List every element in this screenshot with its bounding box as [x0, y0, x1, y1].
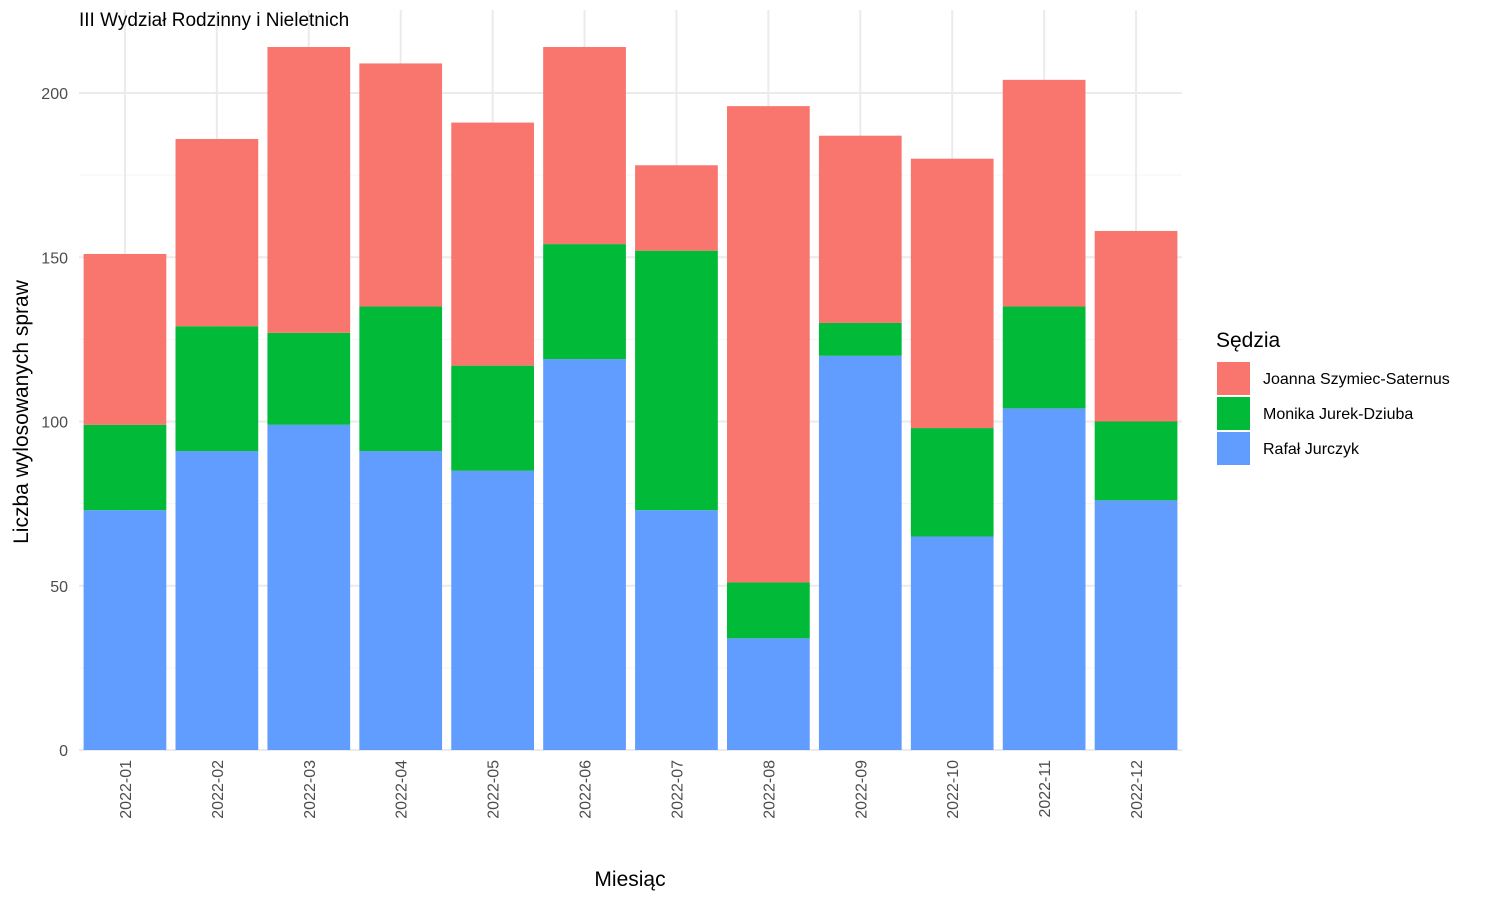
legend-key [1217, 362, 1250, 395]
bar-segment [451, 470, 534, 750]
bar-segment [727, 106, 810, 583]
bar-segment [175, 326, 259, 452]
bar-segment [1002, 306, 1086, 409]
bar-segment [635, 250, 718, 511]
bar-segment [543, 47, 626, 245]
bar-segment [1094, 500, 1178, 750]
legend-label: Rafał Jurczyk [1263, 441, 1360, 458]
legend-label: Monika Jurek-Dziuba [1263, 406, 1413, 423]
y-tick-label: 100 [41, 415, 68, 432]
x-tick-label: 2022-05 [486, 760, 503, 819]
bar-segment [1094, 421, 1178, 501]
bar-segment [818, 322, 902, 356]
x-tick-label: 2022-07 [669, 760, 686, 819]
bar-segment [1002, 408, 1086, 750]
bar-segment [175, 138, 259, 327]
bar-segment [910, 428, 994, 537]
y-tick-label: 150 [41, 250, 68, 267]
bar-segment [175, 451, 259, 750]
bar-segment [83, 253, 167, 425]
x-tick-label: 2022-06 [578, 760, 595, 819]
x-tick-label: 2022-10 [945, 760, 962, 819]
bar-segment [910, 536, 994, 750]
x-tick-label: 2022-08 [761, 760, 778, 819]
legend-key [1217, 432, 1250, 465]
y-tick-label: 0 [59, 743, 68, 760]
y-tick-label: 50 [50, 579, 68, 596]
legend: Sędzia Joanna Szymiec-Saternus Monika Jur… [1216, 329, 1450, 465]
x-tick-label: 2022-02 [210, 760, 227, 819]
legend-title: Sędzia [1216, 329, 1281, 352]
x-tick-label: 2022-09 [853, 760, 870, 819]
legend-key [1217, 397, 1250, 430]
x-tick-label: 2022-11 [1037, 760, 1054, 818]
bar-segment [359, 451, 443, 750]
x-axis-title: Miesiąc [594, 868, 665, 891]
bar-segment [451, 365, 534, 471]
bar-segment [727, 638, 810, 750]
bar-segment [359, 63, 443, 307]
bar-segment [818, 135, 902, 323]
bar-segment [267, 332, 351, 425]
bar-segment [83, 424, 167, 511]
bar-segment [635, 165, 718, 251]
bar-segment [451, 122, 534, 366]
x-axis: 2022-01 2022-02 2022-03 2022-04 2022-05 2022-… [118, 760, 1146, 819]
x-tick-label: 2022-01 [118, 760, 135, 819]
bar-segment [267, 47, 351, 333]
y-axis: 0 50 100 150 200 [41, 86, 68, 760]
x-tick-label: 2022-04 [394, 760, 411, 819]
bar-segment [1002, 79, 1086, 307]
bar-segment [635, 510, 718, 750]
bar-segment [818, 355, 902, 750]
bar-segment [727, 582, 810, 639]
legend-label: Joanna Szymiec-Saternus [1263, 371, 1450, 388]
bar-segment [359, 306, 443, 452]
bar-segment [83, 510, 167, 750]
chart-title: III Wydział Rodzinny i Nieletnich [79, 10, 349, 31]
y-tick-label: 200 [41, 86, 68, 103]
bars [83, 47, 1178, 750]
y-axis-title: Liczba wylosowanych spraw [10, 279, 33, 544]
x-tick-label: 2022-03 [302, 760, 319, 819]
bar-segment [910, 158, 994, 429]
bar-segment [543, 359, 626, 750]
bar-segment [1094, 230, 1178, 422]
bar-segment [267, 424, 351, 750]
x-tick-label: 2022-12 [1129, 760, 1146, 819]
bar-segment [543, 244, 626, 360]
